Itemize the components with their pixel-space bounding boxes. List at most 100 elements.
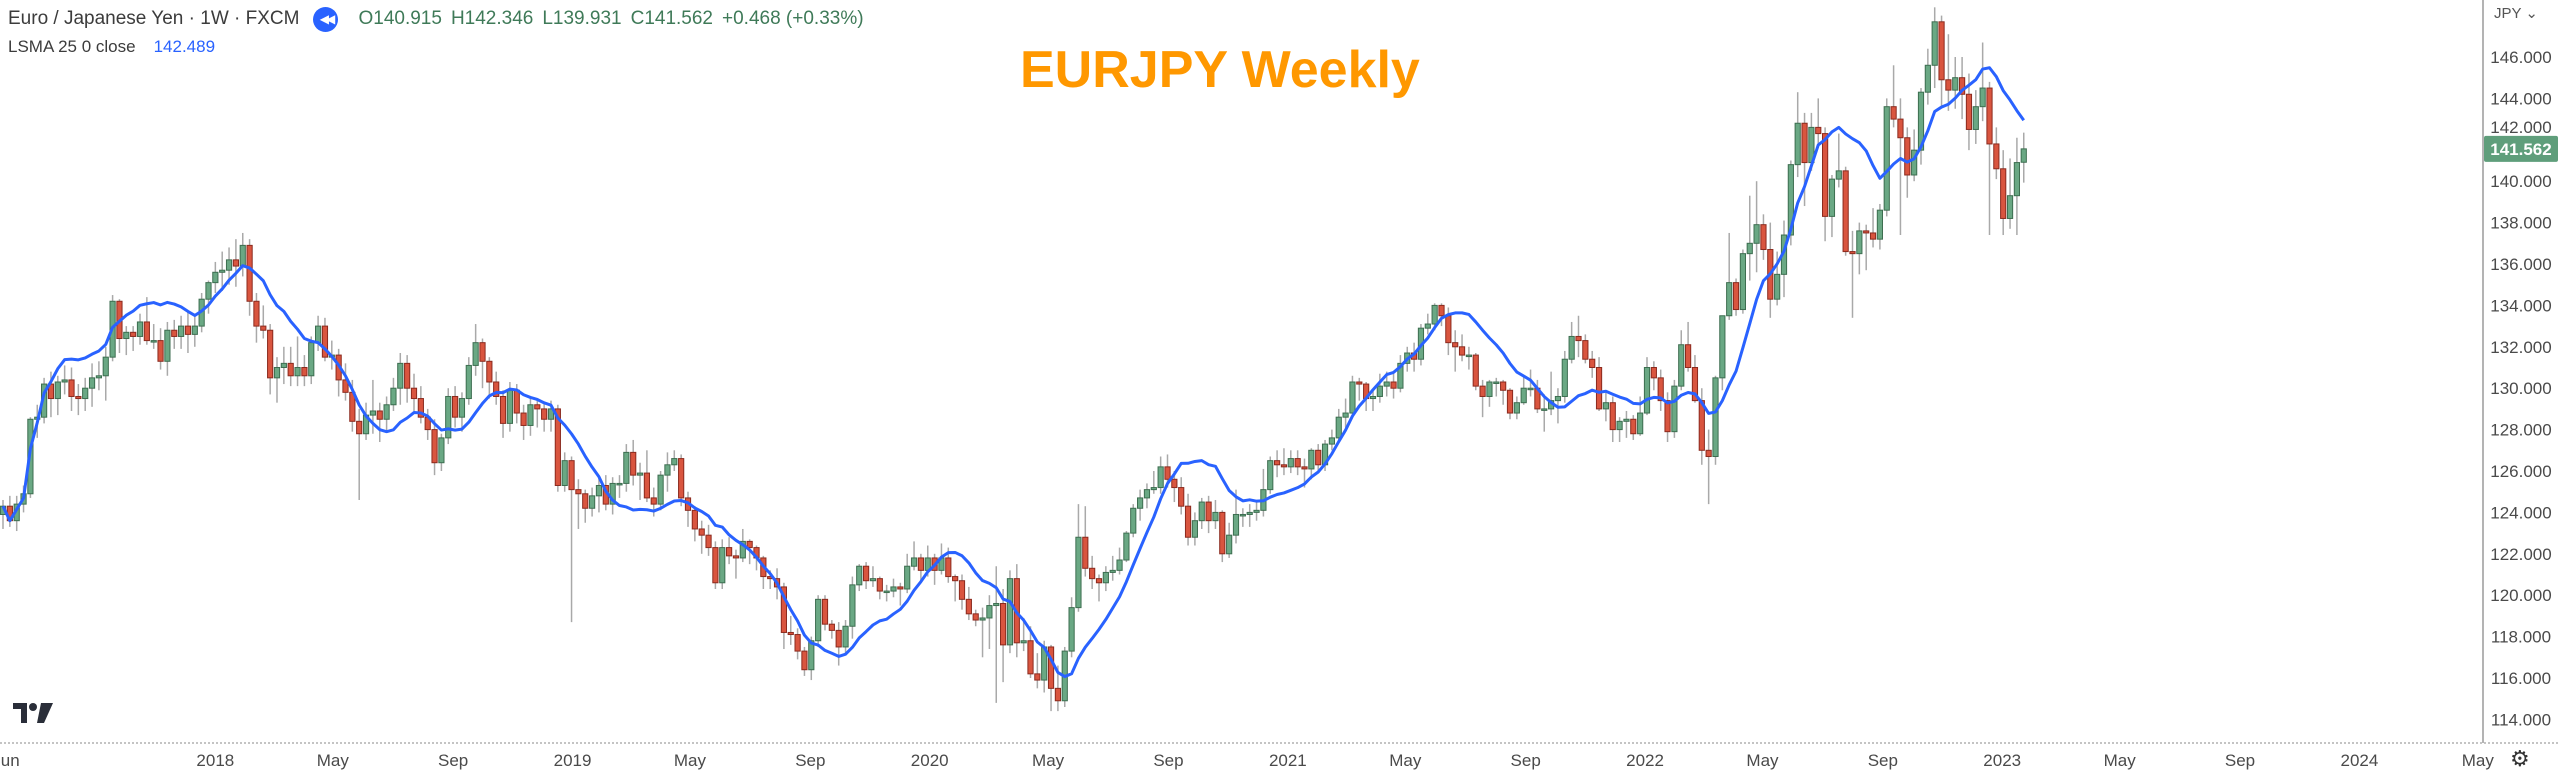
candle-down xyxy=(650,497,657,505)
candle-up xyxy=(815,598,822,642)
candle-up xyxy=(1931,21,1938,66)
candle-up xyxy=(1794,122,1801,166)
candle-up xyxy=(205,282,212,300)
candle-down xyxy=(1500,381,1507,391)
candle-up xyxy=(1150,487,1157,491)
candle-down xyxy=(732,555,740,559)
candle-down xyxy=(184,325,192,335)
time-axis[interactable]: Jun 2018 May Sep 2019 May Sep 2020 May Sep 2021 May… xyxy=(0,751,2494,770)
candle-down xyxy=(1294,458,1301,468)
candle-down xyxy=(1171,478,1178,489)
candle-down xyxy=(1664,400,1671,433)
candle-up xyxy=(239,244,246,267)
candle-up xyxy=(1774,273,1781,300)
candle-down xyxy=(780,586,787,633)
candle-up xyxy=(1712,377,1719,458)
candle-up xyxy=(890,586,897,592)
currency-selector[interactable]: JPY ⌄ xyxy=(2494,5,2538,22)
high-value: H142.346 xyxy=(450,8,534,29)
candle-down xyxy=(1390,381,1397,389)
candle-up xyxy=(1075,536,1082,609)
candle-down xyxy=(794,634,801,652)
candle-down xyxy=(678,458,685,499)
time-tick-label: Sep xyxy=(438,751,468,770)
candle-up xyxy=(1493,381,1500,384)
candle-up xyxy=(595,484,603,497)
candle-down xyxy=(1869,232,1877,240)
candle-up xyxy=(1143,489,1151,499)
candle-up xyxy=(1342,412,1349,418)
price-tick-label: 128.000 xyxy=(2490,421,2551,440)
candle-up xyxy=(527,404,534,426)
candle-down xyxy=(321,325,329,358)
price-tick-label: 120.000 xyxy=(2490,586,2551,605)
candle-up xyxy=(849,584,856,627)
candle-up xyxy=(102,356,109,377)
candle-down xyxy=(705,534,712,549)
candle-up xyxy=(671,458,678,466)
candle-down xyxy=(287,362,294,377)
time-tick-label: Sep xyxy=(2225,751,2255,770)
candle-down xyxy=(520,412,527,426)
candle-down xyxy=(1589,358,1596,369)
candle-up xyxy=(1678,344,1685,387)
candle-up xyxy=(369,410,376,416)
candle-down xyxy=(1849,251,1856,255)
candle-up xyxy=(1856,230,1863,255)
candle-up xyxy=(1561,358,1568,397)
candle-up xyxy=(2020,148,2027,163)
time-tick-label: May xyxy=(2462,751,2495,770)
candle-down xyxy=(582,493,589,509)
candle-down xyxy=(1178,487,1185,507)
candle-down xyxy=(1986,87,1993,145)
candle-up xyxy=(1157,466,1164,489)
candle-up xyxy=(465,364,472,400)
price-tick-label: 138.000 xyxy=(2490,214,2551,233)
tradingview-logo[interactable] xyxy=(13,703,53,723)
candle-down xyxy=(1082,536,1089,569)
candle-up xyxy=(739,540,746,559)
price-tick-label: 132.000 xyxy=(2490,338,2551,357)
candle-up xyxy=(1376,385,1383,397)
close-value: C141.562 xyxy=(630,8,713,29)
candle-down xyxy=(301,367,308,377)
candle-down xyxy=(691,509,698,530)
indicator-legend[interactable]: LSMA 25 0 close 142.489 xyxy=(8,37,215,57)
rewind-icon[interactable]: ◀◀ xyxy=(313,6,339,32)
candle-down xyxy=(1356,381,1363,385)
candle-down xyxy=(534,404,541,410)
candle-down xyxy=(431,429,438,464)
candle-down xyxy=(876,578,883,592)
chart-title: EURJPY Weekly xyxy=(1020,41,1420,99)
price-axis[interactable]: 146.000 144.000 142.000 140.000 138.000 136.0… xyxy=(2490,48,2551,729)
candle-down xyxy=(171,329,178,337)
time-tick-label: Sep xyxy=(1868,751,1898,770)
legend-header: Euro / Japanese Yen · 1W · FXCM ◀◀ O140.… xyxy=(8,6,873,32)
symbol-title[interactable]: Euro / Japanese Yen · 1W · FXCM xyxy=(8,8,300,29)
candle-up xyxy=(383,404,390,420)
candle-up xyxy=(869,578,877,582)
candle-up xyxy=(1109,569,1116,573)
candle-up xyxy=(561,460,568,486)
candle-down xyxy=(541,408,548,420)
candle-up xyxy=(1232,513,1240,536)
candle-up xyxy=(472,342,479,366)
candle-down xyxy=(143,321,150,342)
candle-down xyxy=(1650,367,1657,379)
time-tick-label: 2021 xyxy=(1269,751,1307,770)
time-tick-label: 2023 xyxy=(1983,751,2021,770)
candle-down xyxy=(75,395,82,400)
time-tick-label: May xyxy=(1746,751,1779,770)
candle-down xyxy=(1034,673,1041,681)
candle-up xyxy=(458,398,466,418)
candle-up xyxy=(308,342,315,377)
time-tick-label: Jun xyxy=(0,751,20,770)
last-price-tag: 141.562 xyxy=(2484,135,2558,162)
candle-down xyxy=(1000,602,1007,646)
price-tick-label: 118.000 xyxy=(2491,628,2551,647)
candle-up xyxy=(1212,511,1219,522)
candle-up xyxy=(1616,420,1623,431)
candle-up xyxy=(1246,511,1253,515)
gear-icon[interactable]: ⚙ xyxy=(2510,746,2530,771)
